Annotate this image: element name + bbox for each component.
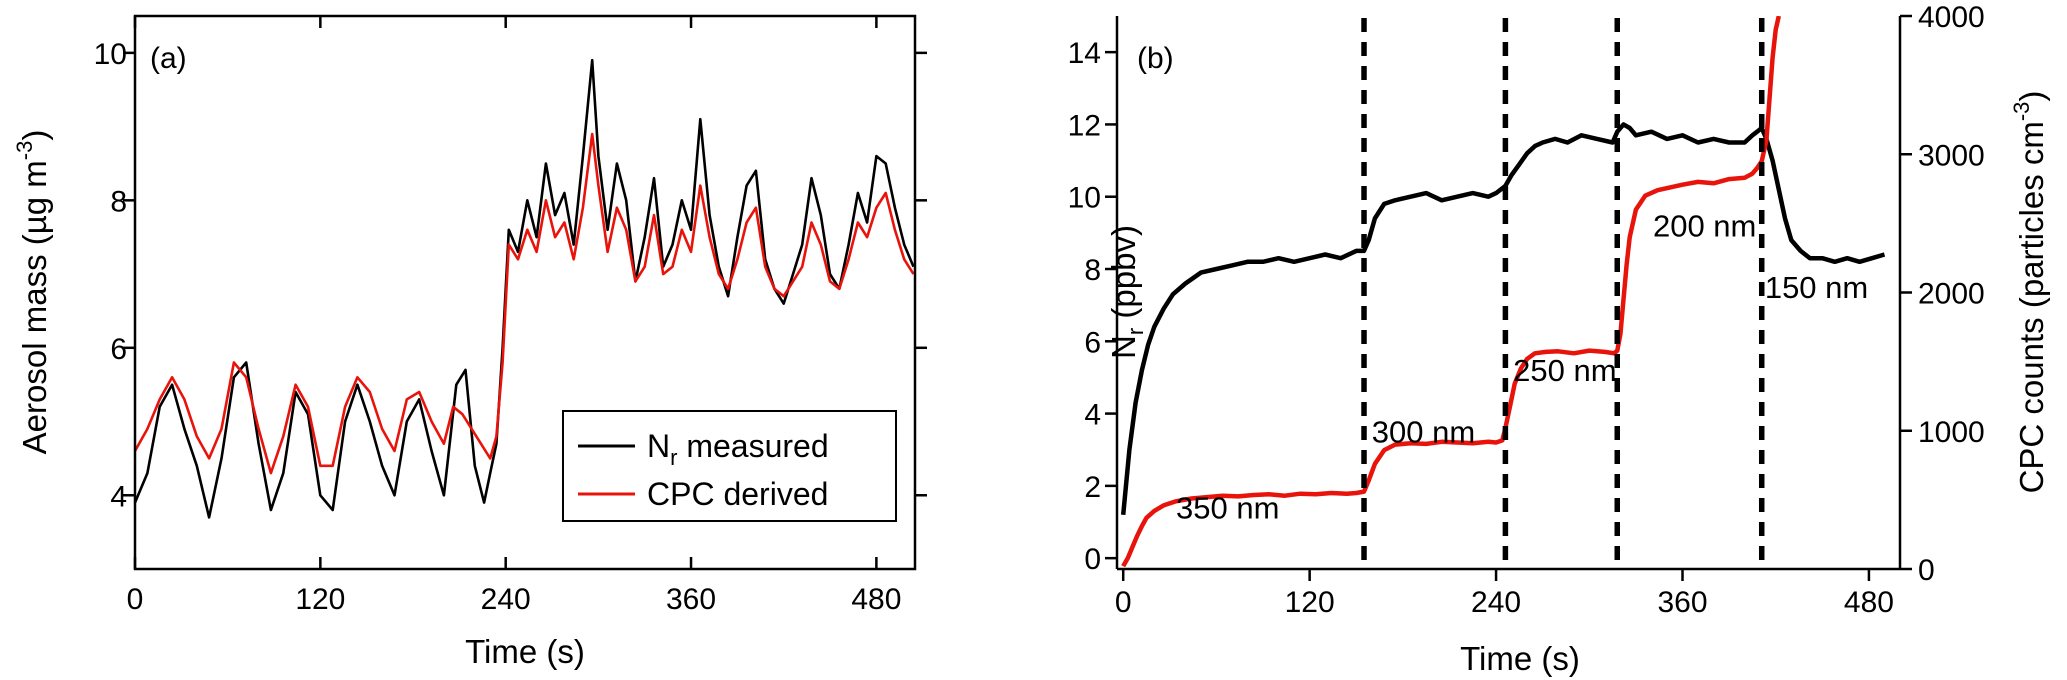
legend-nr-subscript: r: [670, 445, 677, 470]
panel-b-x-tick-label: 120: [1285, 586, 1335, 619]
panel-b-y2-tick-label: 4000: [1918, 1, 1985, 34]
panel-a-line-cpc-derived: [133, 132, 915, 475]
panel-b-y2-title-close: ): [2013, 91, 2050, 102]
panel-b-y-tick-label: 2: [1084, 471, 1101, 504]
legend-nr-main: N: [647, 428, 670, 464]
panel-a-label: (a): [150, 42, 187, 75]
panel-b-y2-tick-label: 1000: [1918, 416, 1985, 449]
panel-b-y2-tick-label: 3000: [1918, 139, 1985, 172]
panel-b-size-change-lines: [1361, 18, 1765, 567]
panel-a-y-tick-label: 10: [94, 38, 127, 71]
legend-label-nr-measured: Nr measured: [647, 428, 829, 470]
panel-a-y-title-superscript: -3: [12, 141, 37, 161]
panel-a-x-tick-label: 360: [666, 583, 716, 616]
panel-b-y-tick-label: 4: [1084, 399, 1101, 432]
panel-b-line-cpc-counts: [1121, 16, 1781, 568]
panel-b-size-annotation: 250 nm: [1513, 353, 1616, 388]
panel-a-x-axis-title: Time (s): [465, 633, 585, 670]
panel-b-y2-title-main: CPC counts (particles cm: [2013, 121, 2050, 493]
legend-label-cpc-derived: CPC derived: [647, 476, 828, 512]
panel-a-axes: 0 120 240 360 480 4 6 8 10: [94, 16, 927, 616]
panel-b-y2-axis-title: CPC counts (particles cm-3): [2009, 91, 2050, 494]
panel-b-annotations: 350 nm 300 nm 250 nm 200 nm 150 nm: [1176, 208, 1868, 525]
panel-b-y-tick-label: 0: [1084, 543, 1101, 576]
panel-b-y2-title-superscript: -3: [2009, 102, 2034, 122]
panel-b-y2-tick-label: 2000: [1918, 278, 1985, 311]
panel-b-axes: 0 120 240 360 480 0 2 4 6 8 10 12 14 0 1000 2000 3000 400…: [1068, 1, 1985, 619]
panel-a-plot-frame: [133, 14, 917, 571]
panel-a-x-tick-label: 120: [295, 583, 345, 616]
panel-b-x-tick-label: 360: [1657, 586, 1707, 619]
panel-a-x-tick-label: 480: [851, 583, 901, 616]
panel-a-x-tick-label: 0: [127, 583, 144, 616]
panel-a-x-tick-label: 240: [481, 583, 531, 616]
legend-nr-rest: measured: [677, 428, 828, 464]
panel-b-y-title-subscript: r: [1123, 328, 1148, 335]
panel-a-y-tick-label: 4: [110, 480, 127, 513]
panel-b-label: (b): [1137, 42, 1174, 75]
panel-b-chart: 0 120 240 360 480 0 2 4 6 8 10 12 14 0 1000 2000 3000 400…: [1068, 1, 2050, 677]
panel-a-y-tick-label: 8: [110, 185, 127, 218]
panel-a-y-tick-label: 6: [110, 333, 127, 366]
panel-a-line-nr-measured: [133, 58, 915, 519]
panel-b-y2-tick-label: 0: [1918, 554, 1935, 587]
panel-b-size-annotation: 300 nm: [1372, 414, 1475, 449]
panel-b-y-tick-label: 12: [1068, 109, 1101, 142]
panel-b-x-tick-label: 480: [1844, 586, 1894, 619]
panel-b-size-annotation: 200 nm: [1653, 208, 1756, 243]
panel-a-series-group: [133, 58, 915, 519]
panel-b-y-tick-label: 6: [1084, 326, 1101, 359]
panel-b-y-tick-label: 14: [1068, 37, 1101, 70]
panel-a-y-title-main: Aerosol mass (µg m: [16, 160, 53, 454]
panel-b-y-title-main: N: [1105, 335, 1142, 359]
panel-a-chart: 0 120 240 360 480 4 6 8 10 (a) Time (s) Aerosol …: [12, 14, 927, 670]
panel-a-legend: Nr measured CPC derived: [562, 410, 897, 522]
panel-a-y-title-close: ): [16, 130, 53, 141]
panel-b-y-tick-label: 10: [1068, 182, 1101, 215]
panel-b-x-axis-title: Time (s): [1460, 640, 1580, 677]
panel-a-y-axis-title: Aerosol mass (µg m-3): [12, 130, 53, 455]
panel-b-x-tick-label: 0: [1115, 586, 1132, 619]
panel-b-line-nr: [1120, 122, 1886, 516]
panel-b-size-annotation: 150 nm: [1765, 270, 1868, 305]
panel-b-y-title-rest: (ppbv): [1105, 225, 1142, 328]
panel-b-x-tick-label: 240: [1471, 586, 1521, 619]
panel-b-y-axis-title: Nr (ppbv): [1105, 225, 1148, 359]
panel-b-y-tick-label: 8: [1084, 254, 1101, 287]
panel-b-size-annotation: 350 nm: [1176, 490, 1279, 525]
panel-a-legend-box: [562, 410, 897, 522]
